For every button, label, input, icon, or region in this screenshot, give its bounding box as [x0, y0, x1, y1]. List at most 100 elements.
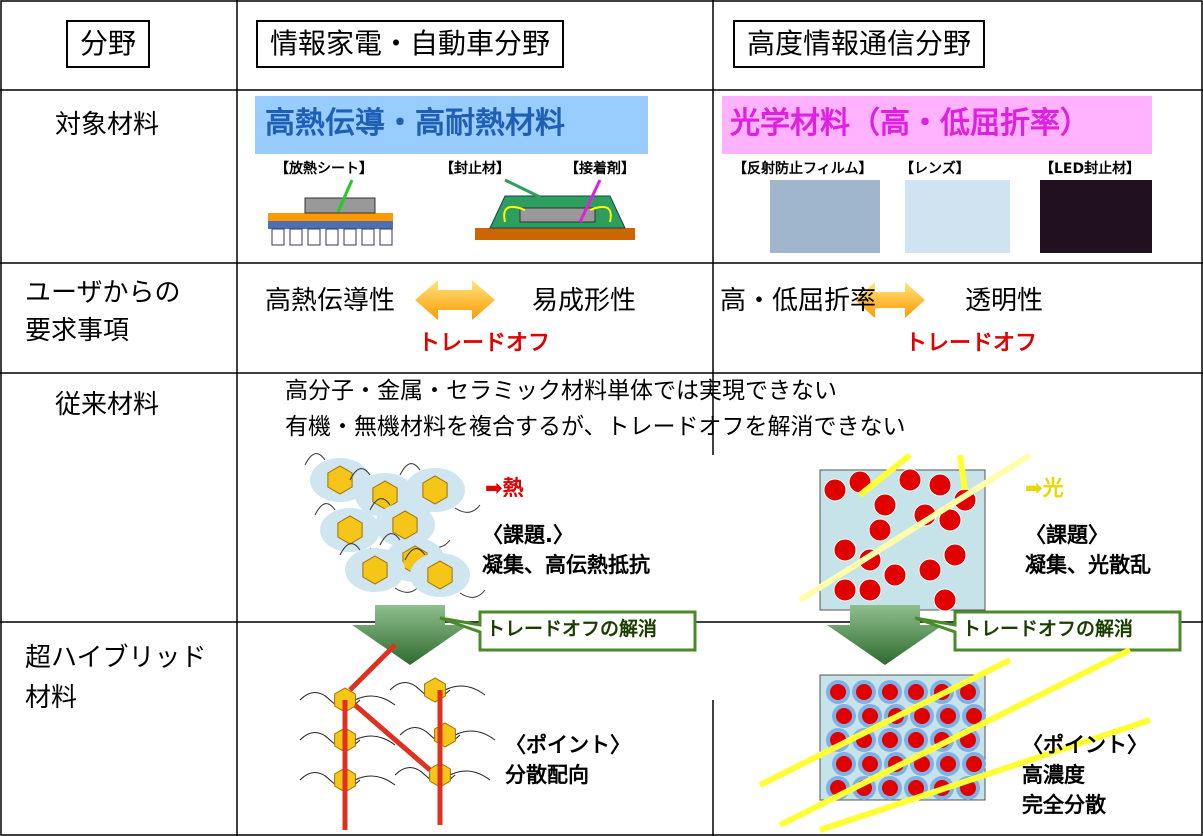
shape: [830, 684, 846, 700]
shape: [940, 756, 956, 772]
point-text: 完全分散: [1022, 793, 1106, 817]
issue-heading: 〈課題〉: [1025, 523, 1109, 547]
shape: [833, 578, 857, 602]
shape: [422, 475, 448, 505]
shape: [836, 708, 852, 724]
shape: [862, 708, 878, 724]
row-label: 超ハイブリッド: [25, 643, 207, 673]
shape: [966, 756, 982, 772]
shape: [833, 538, 857, 562]
shape: [943, 543, 967, 567]
header-cell: 高度情報通信分野: [733, 20, 986, 68]
shape: [938, 508, 962, 532]
item-label: 【LED封止材】: [1040, 161, 1141, 177]
row-label: 対象材料: [55, 110, 160, 140]
shape: [908, 732, 924, 748]
requirement: 高・低屈折率: [720, 286, 877, 316]
row-label: ユーザからの: [25, 278, 181, 308]
shape: [898, 468, 922, 492]
header-cell: 情報家電・自動車分野: [256, 20, 565, 68]
header-cell: 分野: [66, 20, 151, 68]
shape: [918, 558, 942, 582]
shape: [362, 555, 388, 585]
photo: [905, 180, 1010, 253]
shape: [404, 548, 486, 598]
statement: 高分子・金属・セラミック材料単体では実現できない: [285, 378, 837, 404]
callout-box: [439, 610, 697, 652]
shape: [940, 708, 956, 724]
material-title: 高熱伝導・高耐熱材料: [265, 106, 565, 141]
trade-off: トレードオフ: [418, 331, 551, 356]
requirement: 透明性: [965, 286, 1044, 316]
aligned-filler: [299, 643, 496, 830]
shape: [327, 465, 353, 495]
item-label: 【放熱シート】: [275, 161, 373, 177]
shape: [882, 684, 898, 700]
shape: [882, 732, 898, 748]
shape: [966, 708, 982, 724]
item-label: 【封止材】: [440, 161, 510, 177]
shape: [427, 560, 453, 590]
title-bg: [722, 96, 1152, 154]
down-arrow: [352, 605, 468, 665]
shape: [914, 708, 930, 724]
double-arrow: [415, 280, 495, 320]
light-label: ➡光: [1025, 476, 1064, 500]
shape: [960, 684, 976, 700]
material-title: 光学材料（高・低屈折率）: [730, 106, 1090, 141]
photo: [770, 180, 880, 253]
sealant-figure: [475, 178, 635, 240]
shape: [823, 478, 847, 502]
trade-off: トレードオフ: [905, 331, 1038, 356]
point-text: 高濃度: [1022, 763, 1085, 787]
photo: [1040, 180, 1152, 253]
down-arrow: [827, 605, 943, 665]
shape: [856, 684, 872, 700]
shape: [858, 578, 882, 602]
shape: [399, 463, 481, 513]
row-label: 材料: [25, 683, 78, 713]
shape: [353, 703, 432, 772]
item-label: 【レンズ】: [900, 161, 970, 177]
shape: [836, 756, 852, 772]
shape: [908, 780, 924, 796]
issue-text: 凝集、高伝熱抵抗: [482, 553, 650, 577]
shape: [873, 493, 897, 517]
shape: [392, 510, 418, 540]
issue-text: 凝集、光散乱: [1025, 553, 1151, 577]
point-text: 分散配向: [505, 763, 589, 787]
shape: [933, 588, 957, 612]
statement: 有機・無機材料を複合するが、トレードオフを解消できない: [285, 414, 906, 440]
point-heading: 〈ポイント〉: [1022, 733, 1148, 757]
shape: [868, 518, 892, 542]
point-heading: 〈ポイント〉: [505, 733, 631, 757]
shape: [862, 756, 878, 772]
callout-box: [914, 610, 1182, 652]
item-label: 【反射防止フィルム】: [733, 161, 873, 177]
row-label: 従来材料: [55, 390, 160, 420]
callout-text: トレードオフの解消: [486, 618, 658, 640]
heat-label: ➡熱: [485, 476, 524, 500]
title-bg: [255, 96, 648, 154]
item-label: 【接着剤】: [565, 161, 635, 177]
requirement: 易成形性: [532, 286, 637, 316]
light-arrows: [758, 647, 1151, 833]
shape: [908, 684, 924, 700]
shape: [914, 756, 930, 772]
shape: [882, 780, 898, 796]
dispersed-particles: [826, 680, 986, 800]
callout-text: トレードオフの解消: [962, 618, 1134, 640]
heat-sheet-figure: [268, 179, 393, 246]
requirement: 高熱伝導性: [265, 286, 396, 316]
aggregated-filler: [304, 453, 486, 598]
light-arrows: [798, 452, 1032, 603]
shape: [883, 563, 907, 587]
issue-heading: 〈課題.〉: [482, 523, 574, 547]
row-label: 要求事項: [25, 316, 130, 346]
double-arrow: [855, 282, 925, 318]
shape: [928, 473, 952, 497]
shape: [348, 643, 397, 692]
